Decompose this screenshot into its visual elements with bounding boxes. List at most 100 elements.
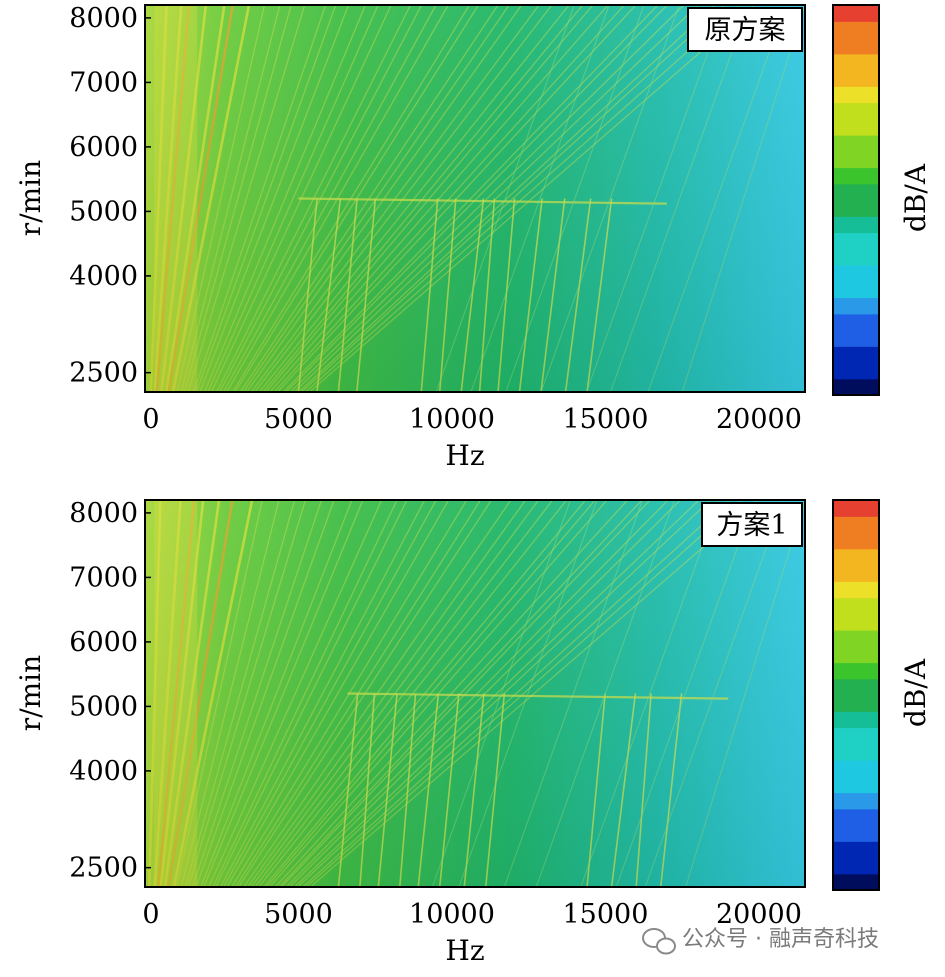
y-tick-label: 4000 — [69, 261, 138, 292]
colorbar-step — [833, 760, 879, 777]
y-axis-label: r/min — [14, 160, 47, 236]
colorbar-step — [833, 118, 879, 136]
y-tick-label: 2500 — [69, 358, 138, 389]
plot-tag-label: 原方案 — [705, 15, 786, 46]
colorbar-step — [833, 841, 879, 859]
colorbar-step — [833, 200, 879, 217]
colorbar-step — [833, 232, 879, 250]
colorbar-step — [833, 346, 879, 364]
colorbar-step — [833, 743, 879, 761]
x-axis-label: Hz — [445, 934, 484, 967]
colorbar-step — [833, 5, 879, 22]
colorbar-step — [833, 21, 879, 39]
colorbar-step — [833, 297, 879, 315]
colorbar-step — [833, 183, 879, 201]
tag-frame — [687, 7, 803, 52]
spectrogram-panel-original: 8000 7000 6000 5000 4000 2500 0 5000 10000 15000… — [14, 3, 932, 472]
colorbar-step — [833, 825, 879, 842]
colorbar-step — [833, 532, 879, 550]
colorbar-label: dB/A — [899, 163, 932, 232]
colorbar-step — [833, 516, 879, 534]
y-tick-label: 5000 — [69, 691, 138, 722]
colorbar-step — [833, 565, 879, 582]
x-tick-labels: 0 5000 10000 15000 20000 — [142, 404, 802, 435]
x-tick-label: 5000 — [264, 899, 333, 930]
colorbar — [832, 4, 880, 396]
colorbar-step — [833, 727, 879, 745]
spectrogram-panel-scheme1: 8000 7000 6000 5000 4000 2500 0 5000 10000 15000… — [14, 498, 932, 967]
x-tick-label: 20000 — [716, 404, 802, 435]
heatmap-shading — [145, 5, 805, 392]
x-tick-label: 20000 — [716, 899, 802, 930]
x-tick-label: 15000 — [563, 404, 649, 435]
plot-area — [144, 4, 806, 393]
colorbar-step — [833, 86, 879, 104]
colorbar-step — [833, 630, 879, 647]
x-tick-label: 0 — [142, 899, 159, 930]
y-tick-label: 6000 — [69, 132, 138, 163]
colorbar-frame — [832, 499, 880, 891]
y-axis-label: r/min — [14, 655, 47, 731]
y-tick-label: 6000 — [69, 627, 138, 658]
colorbar-step — [833, 711, 879, 729]
colorbar-step — [833, 53, 879, 71]
plot-area — [144, 499, 806, 888]
y-tick-label: 8000 — [69, 3, 138, 34]
tag-frame — [701, 502, 803, 547]
colorbar-step — [833, 281, 879, 299]
x-tick-labels: 0 5000 10000 15000 20000 — [142, 899, 802, 930]
colorbar-step — [833, 167, 879, 185]
colorbar-step — [833, 216, 879, 234]
x-tick-label: 5000 — [264, 404, 333, 435]
x-tick-label: 15000 — [563, 899, 649, 930]
y-tick-label: 7000 — [69, 562, 138, 593]
colorbar-step — [833, 792, 879, 810]
y-tick-label: 7000 — [69, 67, 138, 98]
colorbar-step — [833, 695, 879, 712]
watermark: 公众号 · 融声奇科技 — [642, 927, 879, 955]
colorbar-step — [833, 857, 879, 875]
colorbar-step — [833, 678, 879, 696]
y-tick-labels: 8000 7000 6000 5000 4000 2500 — [69, 498, 151, 884]
colorbar-step — [833, 265, 879, 282]
colorbar-step — [833, 37, 879, 55]
x-tick-label: 0 — [142, 404, 159, 435]
plot-tag-box: 原方案 — [687, 7, 803, 52]
y-tick-labels: 8000 7000 6000 5000 4000 2500 — [69, 3, 151, 389]
colorbar-step — [833, 500, 879, 517]
colorbar-step — [833, 248, 879, 266]
y-tick-label: 4000 — [69, 756, 138, 787]
colorbar-step — [833, 313, 879, 331]
colorbar-step — [833, 135, 879, 152]
colorbar-step — [833, 581, 879, 599]
colorbar-step — [833, 808, 879, 826]
colorbar-label: dB/A — [899, 658, 932, 727]
colorbar-step — [833, 362, 879, 380]
x-tick-label: 10000 — [409, 404, 495, 435]
colorbar-step — [833, 613, 879, 631]
colorbar-step — [833, 330, 879, 347]
x-axis-label: Hz — [445, 439, 484, 472]
colorbar-step — [833, 662, 879, 680]
colorbar-step — [833, 776, 879, 794]
colorbar-step — [833, 646, 879, 664]
plot-frame — [144, 499, 806, 888]
watermark-text: 公众号 · 融声奇科技 — [682, 927, 879, 952]
plot-tag-label: 方案1 — [716, 510, 787, 541]
wechat-icon — [642, 928, 676, 955]
colorbar-step — [833, 548, 879, 566]
colorbar-step — [833, 597, 879, 615]
colorbar-step — [833, 873, 879, 891]
heatmap-shading — [145, 500, 805, 887]
colorbar-step — [833, 151, 879, 169]
y-tick-label: 2500 — [69, 853, 138, 884]
x-tick-label: 10000 — [409, 899, 495, 930]
colorbar-step — [833, 70, 879, 87]
plot-tag-box: 方案1 — [701, 502, 803, 547]
y-tick-label: 5000 — [69, 196, 138, 227]
colorbar-frame — [832, 4, 880, 396]
colorbar-step — [833, 102, 879, 120]
colorbar — [832, 499, 880, 891]
plot-frame — [144, 4, 806, 393]
